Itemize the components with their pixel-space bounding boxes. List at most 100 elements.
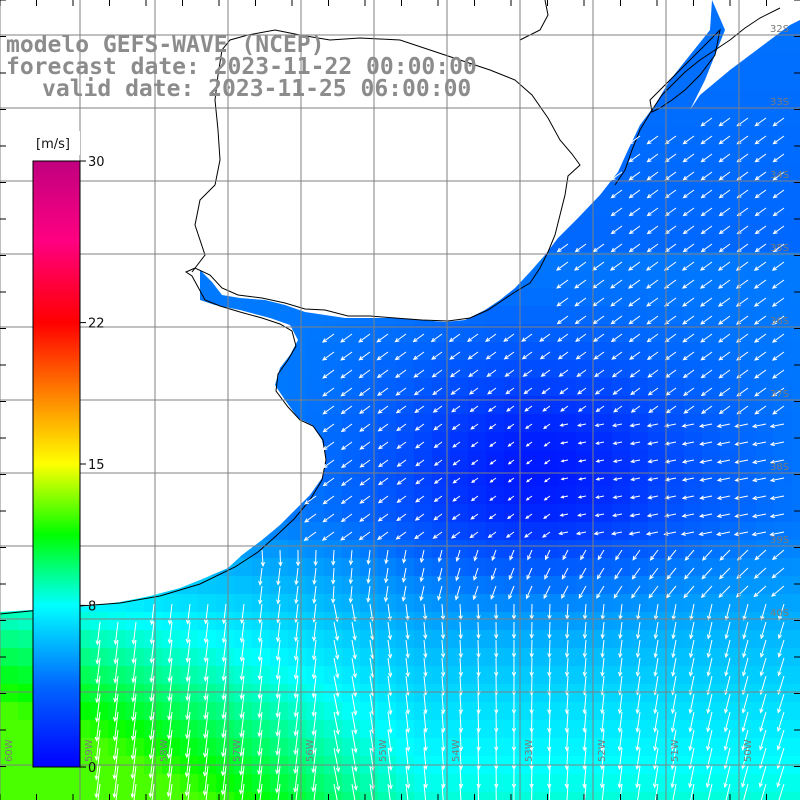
wind-speed-cell (648, 414, 667, 433)
wind-speed-cell (666, 90, 685, 109)
wind-arrow (489, 459, 497, 465)
wind-speed-cell (324, 774, 343, 793)
wind-speed-cell (594, 432, 613, 451)
wind-speed-cell (468, 540, 487, 559)
wind-speed-cell (558, 594, 577, 613)
wind-speed-cell (378, 594, 397, 613)
wind-arrow (294, 567, 299, 586)
wind-speed-cell (378, 720, 397, 739)
wind-arrow (376, 351, 389, 361)
wind-speed-cell (612, 414, 631, 433)
wind-speed-cell (720, 414, 739, 433)
wind-arrow (724, 657, 731, 677)
wind-arrow (203, 711, 209, 739)
wind-speed-cell (792, 198, 800, 217)
wind-speed-cell (378, 648, 397, 667)
wind-speed-cell (306, 576, 325, 595)
wind-speed-cell (702, 720, 721, 739)
wind-arrow (771, 567, 785, 579)
wind-arrow (304, 441, 317, 451)
wind-speed-cell (792, 234, 800, 253)
wind-arrow (321, 333, 335, 343)
wind-arrow (351, 711, 358, 735)
wind-speed-cell (486, 504, 505, 523)
title-line-valid-date: valid date: 2023-11-25 06:00:00 (42, 76, 471, 102)
wind-speed-cell (486, 648, 505, 667)
wind-arrow (578, 585, 587, 599)
wind-arrow (724, 639, 731, 659)
wind-arrow (682, 315, 695, 325)
wind-arrow (628, 279, 641, 289)
wind-arrow (701, 405, 713, 414)
wind-speed-cell (774, 450, 793, 469)
wind-arrow (751, 423, 767, 429)
wind-arrow (646, 135, 659, 145)
land-mask-northeast (690, 0, 800, 110)
wind-speed-cell (738, 72, 757, 91)
longitude-label: 50W (743, 739, 754, 762)
wind-speed-cell (792, 108, 800, 127)
wind-arrow (681, 513, 695, 518)
wind-speed-cell (774, 702, 793, 721)
wind-speed-cell (234, 702, 253, 721)
wind-speed-cell (144, 630, 163, 649)
wind-arrow (149, 603, 155, 626)
wind-arrow (719, 549, 731, 561)
wind-arrow (610, 279, 623, 289)
wind-arrow (560, 441, 569, 445)
wind-speed-cell (0, 792, 19, 800)
wind-speed-cell (360, 648, 379, 667)
wind-speed-cell (360, 738, 379, 757)
wind-speed-cell (414, 774, 433, 793)
wind-arrow (681, 261, 695, 271)
wind-speed-cell (306, 684, 325, 703)
wind-arrow (423, 693, 428, 715)
wind-speed-cell (594, 594, 613, 613)
wind-arrow (646, 189, 659, 199)
wind-speed-cell (666, 666, 685, 685)
wind-arrow (452, 441, 461, 448)
wind-speed-cell (738, 468, 757, 487)
wind-arrow (577, 405, 587, 412)
wind-speed-cell (594, 576, 613, 595)
wind-arrow (612, 495, 623, 500)
wind-arrow (611, 351, 623, 360)
wind-arrow (629, 351, 641, 360)
wind-speed-cell (198, 648, 217, 667)
latitude-label: 40S (770, 608, 789, 619)
wind-speed-cell (522, 468, 541, 487)
wind-arrow (670, 765, 677, 789)
wind-speed-cell (252, 666, 271, 685)
wind-arrow (653, 639, 659, 659)
wind-arrow (525, 495, 533, 501)
wind-speed-cell (396, 540, 415, 559)
wind-speed-cell (756, 414, 775, 433)
wind-arrow (148, 747, 155, 779)
wind-arrow (771, 261, 785, 271)
wind-speed-cell (450, 630, 469, 649)
wind-arrow (423, 657, 428, 678)
wind-speed-cell (216, 774, 235, 793)
wind-speed-cell (216, 576, 235, 595)
wind-arrow (610, 297, 623, 307)
wind-speed-cell (522, 432, 541, 451)
wind-arrow (734, 441, 749, 447)
wind-arrow (387, 747, 393, 772)
wind-speed-cell (288, 576, 307, 595)
wind-arrow (717, 261, 731, 271)
wind-speed-cell (774, 504, 793, 523)
wind-arrow (630, 387, 641, 396)
wind-speed-cell (252, 684, 271, 703)
wind-arrow (700, 369, 713, 379)
wind-arrow (682, 333, 695, 343)
wind-speed-cell (648, 432, 667, 451)
wind-arrow (734, 459, 749, 465)
wind-speed-cell (540, 270, 559, 289)
wind-speed-cell (396, 684, 415, 703)
wind-arrow (401, 585, 407, 602)
wind-arrow (304, 477, 317, 487)
wind-arrow (635, 765, 641, 789)
wind-speed-cell (486, 666, 505, 685)
wind-speed-cell (288, 774, 307, 793)
wind-arrow (431, 369, 443, 378)
